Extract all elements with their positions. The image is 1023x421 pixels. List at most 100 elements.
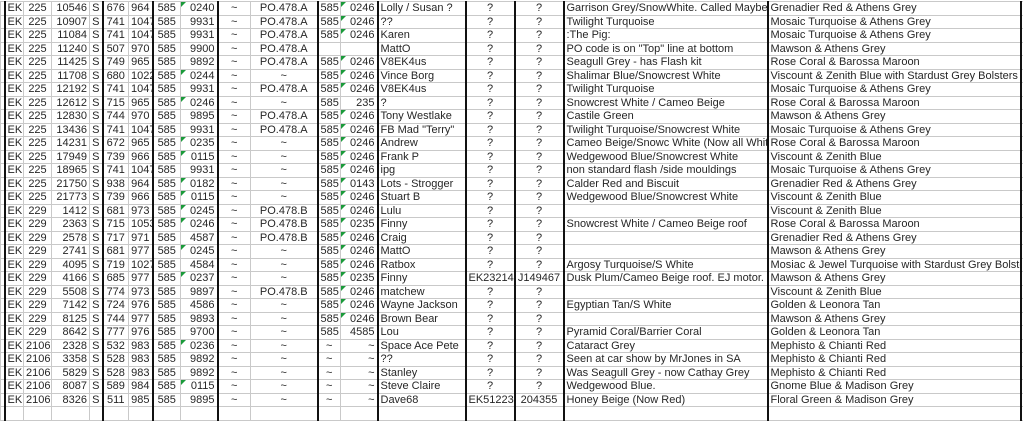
cell-compliance-no[interactable]: 204355 [515,393,564,407]
cell-make[interactable]: EK [5,218,24,232]
cell-trim-b[interactable]: 0246 [341,2,378,16]
cell-trim-a[interactable]: 585 [318,272,341,286]
cell-body-b[interactable]: 4584 [181,258,218,272]
cell-owner[interactable]: ipg [378,164,466,178]
cell-engine-no[interactable]: ? [466,164,515,178]
cell-code-b[interactable]: 1027 [129,258,153,272]
cell-interior[interactable]: Grenadier Red & Athens Grey [768,231,1021,245]
cell-code-b[interactable]: 983 [129,366,153,380]
cell-model[interactable]: 229 [24,218,52,232]
cell-interior[interactable]: Mawson & Athens Grey [768,245,1021,259]
cell-body-b[interactable]: 9931 [181,164,218,178]
cell-po-code[interactable]: ~ [251,326,318,340]
cell-tilde[interactable]: ~ [218,42,251,56]
cell-body-a[interactable]: 585 [153,42,181,56]
cell-interior[interactable]: Mosaic Turquoise & Athens Grey [768,15,1021,29]
cell-owner[interactable]: Lulu [378,204,466,218]
cell-body-b[interactable]: 9700 [181,326,218,340]
cell-code-a[interactable]: 511 [103,393,129,407]
cell-make[interactable]: EK [5,380,24,394]
cell-interior[interactable]: Grenadier Red & Athens Grey [768,2,1021,16]
cell-po-code[interactable]: ~ [251,339,318,353]
cell-model[interactable]: 229 [24,285,52,299]
cell-tilde[interactable]: ~ [218,366,251,380]
cell-make[interactable]: EK [5,353,24,367]
cell-body-b[interactable]: 9892 [181,56,218,70]
cell-model[interactable]: 225 [24,96,52,110]
cell-s-code[interactable]: S [90,339,103,353]
cell-engine-no[interactable]: ? [466,191,515,205]
cell-engine-no[interactable]: ? [466,110,515,124]
cell-tilde[interactable]: ~ [218,29,251,43]
cell-interior[interactable]: Viscount & Zenith Blue [768,285,1021,299]
cell-code-a[interactable]: 589 [103,380,129,394]
cell-interior[interactable]: Viscount & Zenith Blue with Stardust Gre… [768,69,1021,83]
cell-interior[interactable]: Viscount & Zenith Blue [768,150,1021,164]
cell-trim-a[interactable]: 585 [318,2,341,16]
cell-chassis[interactable]: 14231 [52,137,90,151]
cell-compliance-no[interactable]: J149467 [515,272,564,286]
cell-body-b[interactable] [181,407,218,421]
cell-trim-b[interactable]: ~ [341,393,378,407]
cell-interior[interactable]: Mawson & Athens Grey [768,110,1021,124]
cell-body-b[interactable]: 0244 [181,69,218,83]
cell-paint-notes[interactable] [564,312,768,326]
cell-po-code[interactable]: ~ [251,191,318,205]
cell-tilde[interactable]: ~ [218,218,251,232]
cell-chassis[interactable]: 7142 [52,299,90,313]
cell-s-code[interactable]: S [90,42,103,56]
cell-paint-notes[interactable]: Castile Green [564,110,768,124]
cell-trim-b[interactable]: 0235 [341,218,378,232]
cell-engine-no[interactable]: ? [466,83,515,97]
cell-code-b[interactable]: 977 [129,312,153,326]
cell-paint-notes[interactable]: Snowcrest White / Cameo Beige [564,96,768,110]
cell-s-code[interactable]: S [90,191,103,205]
cell-trim-b[interactable]: 235 [341,96,378,110]
cell-interior[interactable]: Mawson & Athens Grey [768,312,1021,326]
cell-make[interactable]: EK [5,96,24,110]
cell-trim-a[interactable]: 585 [318,110,341,124]
cell-interior[interactable]: Grenadier Red & Athens Grey [768,177,1021,191]
cell-trim-a[interactable] [318,42,341,56]
cell-trim-a[interactable]: 585 [318,326,341,340]
cell-code-a[interactable]: 532 [103,339,129,353]
cell-compliance-no[interactable]: ? [515,339,564,353]
cell-engine-no[interactable]: ? [466,177,515,191]
cell-trim-a[interactable]: 585 [318,69,341,83]
cell-owner[interactable]: FB Mad "Terry" [378,123,466,137]
cell-compliance-no[interactable]: ? [515,299,564,313]
cell-trim-b[interactable]: 0246 [341,299,378,313]
cell-make[interactable]: EK [5,393,24,407]
cell-make[interactable]: EK [5,29,24,43]
cell-code-a[interactable]: 741 [103,15,129,29]
cell-po-code[interactable]: PO.478.B [251,218,318,232]
cell-paint-notes[interactable]: Honey Beige (Now Red) [564,393,768,407]
cell-paint-notes[interactable]: Seen at car show by MrJones in SA [564,353,768,367]
cell-tilde[interactable]: ~ [218,69,251,83]
cell-compliance-no[interactable]: ? [515,245,564,259]
cell-model[interactable]: 225 [24,164,52,178]
cell-paint-notes[interactable]: Cameo Beige/Snowc White (Now all White) [564,137,768,151]
cell-make[interactable]: EK [5,123,24,137]
cell-s-code[interactable]: S [90,353,103,367]
cell-model[interactable]: 225 [24,69,52,83]
cell-interior[interactable]: Rose Coral & Barossa Maroon [768,56,1021,70]
cell-trim-a[interactable]: 585 [318,285,341,299]
cell-compliance-no[interactable]: ? [515,96,564,110]
cell-body-b[interactable]: 0240 [181,2,218,16]
cell-model[interactable]: 229 [24,204,52,218]
cell-paint-notes[interactable]: Seagull Grey - has Flash kit [564,56,768,70]
cell-body-b[interactable]: 9931 [181,123,218,137]
cell-chassis[interactable]: 2363 [52,218,90,232]
cell-s-code[interactable]: S [90,245,103,259]
cell-po-code[interactable]: ~ [251,69,318,83]
cell-po-code[interactable]: PO.478.A [251,123,318,137]
cell-model[interactable]: 2106 [24,380,52,394]
cell-po-code[interactable]: ~ [251,312,318,326]
cell-paint-notes[interactable] [564,285,768,299]
cell-tilde[interactable]: ~ [218,353,251,367]
cell-trim-a[interactable]: 585 [318,299,341,313]
cell-interior[interactable]: Mephisto & Chianti Red [768,353,1021,367]
cell-body-b[interactable]: 9931 [181,15,218,29]
cell-tilde[interactable]: ~ [218,258,251,272]
